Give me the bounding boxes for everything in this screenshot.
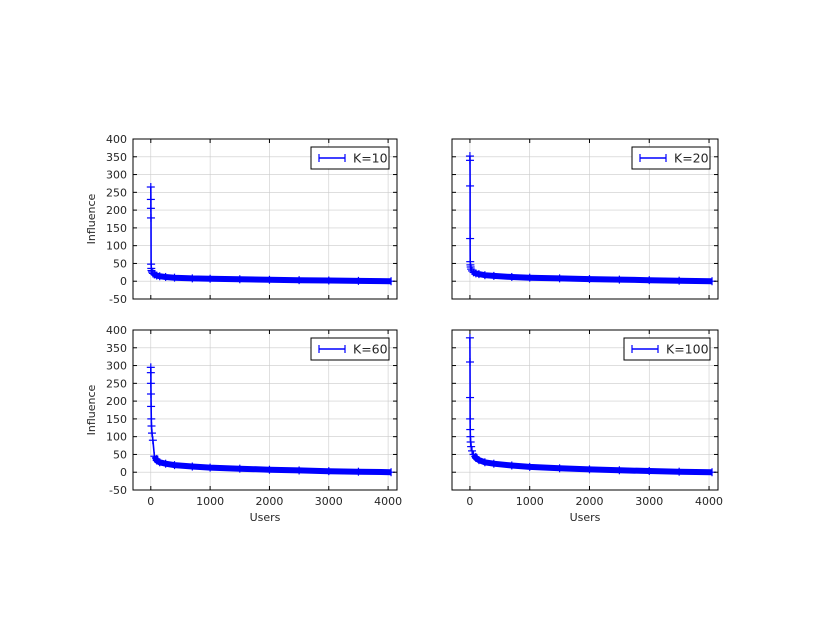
- y-tick-label: 100: [106, 240, 127, 253]
- x-tick-label: 3000: [635, 495, 663, 508]
- data-point: [146, 368, 155, 377]
- y-tick-label: 100: [106, 431, 127, 444]
- data-point: [466, 393, 475, 402]
- data-point: [466, 181, 475, 190]
- data-point: [146, 390, 155, 398]
- axes-frame: [132, 329, 398, 491]
- legend-box: [631, 146, 711, 170]
- x-tick-label: 2000: [575, 495, 603, 508]
- x-tick-label: 0: [147, 495, 154, 508]
- legend-label-k100: K=100: [666, 342, 709, 357]
- data-point: [465, 156, 474, 165]
- y-tick-label: 250: [106, 377, 127, 390]
- legend-marker-swatch: [318, 345, 346, 353]
- y-tick-label: 200: [106, 395, 127, 408]
- y-tick-label: 0: [120, 275, 127, 288]
- x-axis-label-k60: Users: [250, 511, 281, 524]
- x-axis-label-k100: Users: [570, 511, 601, 524]
- subplot-k10: K=10 Influence -50 0 50 100 150 200 250 300 350 4…: [85, 133, 398, 306]
- y-tick-label: 300: [106, 360, 127, 373]
- y-axis-label-k10: Influence: [85, 193, 98, 244]
- y-tick-label: 50: [113, 448, 127, 461]
- x-tick-label: 2000: [255, 495, 283, 508]
- data-point: [147, 402, 156, 411]
- legend-box: [310, 146, 390, 170]
- legend-label-k10: K=10: [353, 151, 388, 166]
- data-point: [146, 195, 155, 204]
- data-point: [147, 429, 156, 438]
- legend-box: [310, 337, 390, 361]
- y-tick-label: 250: [106, 186, 127, 199]
- data-point: [465, 358, 474, 366]
- legend-marker-swatch: [639, 154, 667, 162]
- series-marker-band: [472, 269, 713, 285]
- data-point: [467, 442, 476, 451]
- x-tick-label: 0: [466, 495, 473, 508]
- data-point: [146, 183, 155, 191]
- y-tick-label: 150: [106, 222, 127, 235]
- data-point: [466, 414, 475, 423]
- data-point: [146, 204, 155, 213]
- subplot-k60: K=60 Influence Users 0 1000 2000 3000 4000-5…: [85, 324, 402, 524]
- legend-box: [623, 337, 711, 361]
- x-tick-label: 1000: [196, 495, 224, 508]
- y-tick-label: -50: [109, 484, 127, 497]
- axes-frame: [451, 329, 719, 491]
- data-point: [148, 436, 157, 445]
- legend-marker-swatch: [318, 154, 346, 162]
- series-marker-band: [151, 454, 392, 476]
- data-point: [146, 379, 155, 388]
- x-tick-label: 4000: [374, 495, 402, 508]
- y-axis-label-k60: Influence: [85, 384, 98, 435]
- data-point: [468, 446, 477, 455]
- subplot-k20: K=20: [451, 138, 719, 300]
- y-tick-label: -50: [109, 293, 127, 306]
- y-tick-label: 300: [106, 169, 127, 182]
- data-point: [466, 425, 475, 434]
- y-tick-label: 400: [106, 133, 127, 146]
- data-point: [147, 414, 156, 423]
- subplot-k100: K=100 Users 0 1000 2000 3000 4000: [451, 329, 723, 524]
- data-point: [466, 234, 475, 243]
- y-tick-label: 0: [120, 466, 127, 479]
- y-tick-label: 150: [106, 413, 127, 426]
- data-point: [147, 422, 156, 430]
- series-marker-band: [471, 452, 713, 476]
- x-tick-label: 3000: [315, 495, 343, 508]
- legend-marker-swatch: [631, 345, 659, 353]
- y-tick-label: 50: [113, 257, 127, 270]
- y-tick-label: 350: [106, 151, 127, 164]
- legend-label-k60: K=60: [353, 342, 388, 357]
- y-tick-label: 200: [106, 204, 127, 217]
- axes-frame: [132, 138, 398, 300]
- axes-frame: [451, 138, 719, 300]
- x-tick-label: 4000: [695, 495, 723, 508]
- x-tick-label: 1000: [516, 495, 544, 508]
- data-point: [465, 333, 474, 342]
- y-tick-label: 400: [106, 324, 127, 337]
- series-marker-band: [153, 271, 392, 285]
- legend-label-k20: K=20: [674, 151, 709, 166]
- data-point: [146, 213, 155, 222]
- y-tick-label: 350: [106, 342, 127, 355]
